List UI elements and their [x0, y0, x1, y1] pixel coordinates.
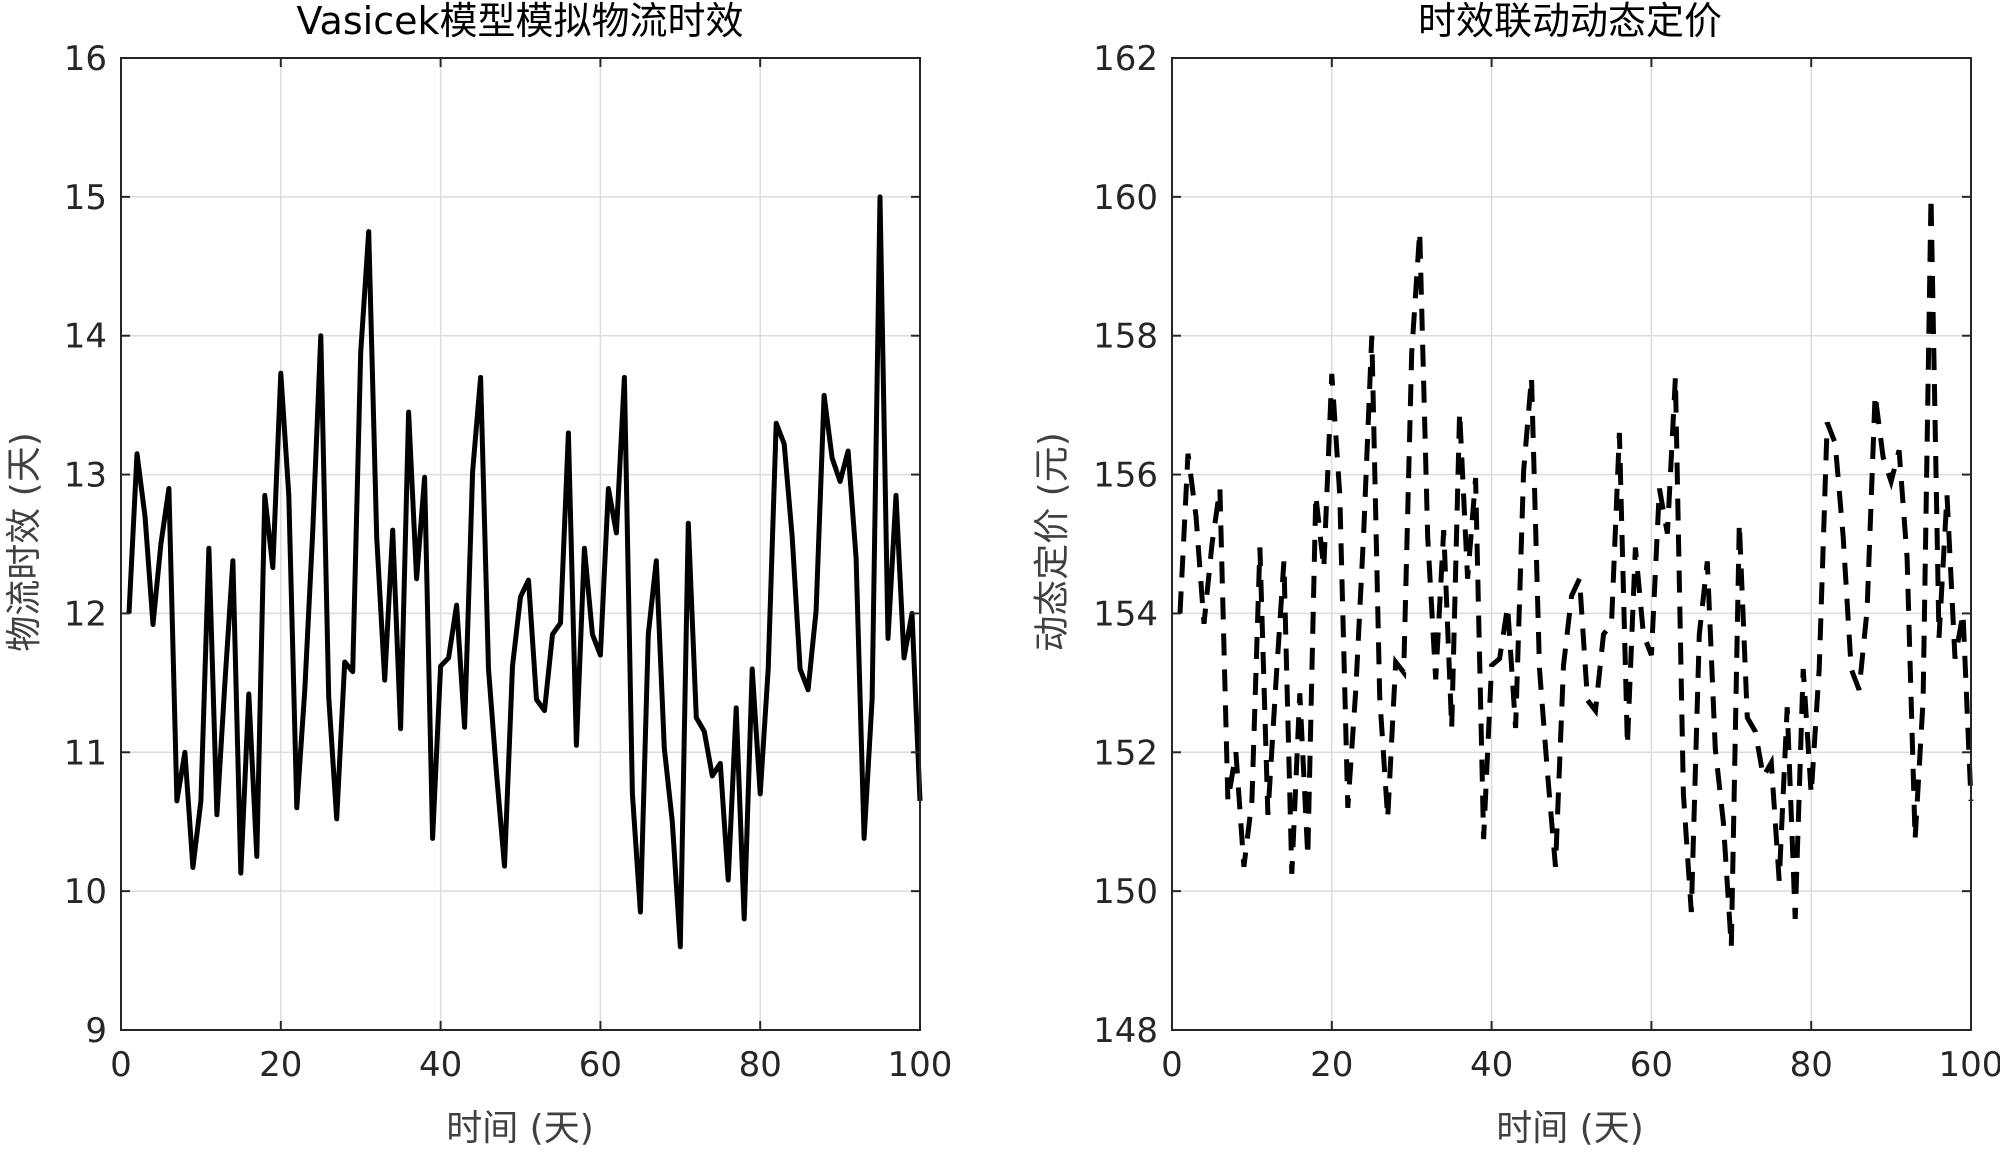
y-tick-label: 9 — [85, 1011, 107, 1051]
left-plot-area: 0 20 40 60 80 100 9 10 11 12 13 14 15 16 — [64, 39, 953, 1085]
right-panel: 时效联动动态定价 时间 (天) 动态定价 (元) 0 20 40 60 80 100 148… — [1032, 0, 2000, 1149]
x-tick-label: 100 — [888, 1045, 953, 1085]
x-tick-label: 60 — [579, 1045, 622, 1085]
left-x-axis-label: 时间 (天) — [446, 1108, 594, 1149]
y-tick-label: 14 — [64, 317, 107, 357]
x-tick-label: 0 — [1161, 1045, 1183, 1085]
right-y-axis-label: 动态定价 (元) — [1032, 432, 1073, 652]
y-tick-label: 162 — [1093, 39, 1158, 79]
x-tick-label: 40 — [1470, 1045, 1513, 1085]
x-tick-label: 80 — [739, 1045, 782, 1085]
x-tick-label: 40 — [419, 1045, 462, 1085]
axes-frame — [1171, 57, 1972, 1031]
y-tick-label: 156 — [1093, 456, 1158, 496]
y-tick-label: 15 — [64, 178, 107, 218]
y-tick-label: 11 — [64, 733, 107, 773]
y-tick-label: 150 — [1093, 872, 1158, 912]
series-line — [1177, 196, 1974, 947]
x-tick-label: 20 — [1310, 1045, 1353, 1085]
axes-frame — [120, 57, 921, 1031]
y-tick-label: 16 — [64, 39, 107, 79]
x-tick-label: 100 — [1939, 1045, 2000, 1085]
y-tick-label: 148 — [1093, 1011, 1158, 1051]
x-tick-label: 20 — [259, 1045, 302, 1085]
right-chart-title: 时效联动动态定价 — [1418, 0, 1722, 43]
x-tick-label: 60 — [1630, 1045, 1673, 1085]
y-tick-label: 152 — [1093, 733, 1158, 773]
right-x-axis-label: 时间 (天) — [1496, 1108, 1644, 1149]
left-chart-title: Vasicek模型模拟物流时效 — [297, 0, 744, 43]
series-line — [126, 194, 923, 950]
y-tick-label: 13 — [64, 456, 107, 496]
y-tick-label: 10 — [64, 872, 107, 912]
left-y-axis-label: 物流时效 (天) — [4, 432, 45, 652]
y-tick-label: 154 — [1093, 594, 1158, 634]
x-tick-label: 80 — [1790, 1045, 1833, 1085]
right-plot-area: 0 20 40 60 80 100 148 150 152 154 156 158 160 162 — [1093, 39, 2000, 1085]
x-tick-label: 0 — [110, 1045, 132, 1085]
y-tick-label: 12 — [64, 594, 107, 634]
y-tick-label: 158 — [1093, 317, 1158, 357]
y-tick-label: 160 — [1093, 178, 1158, 218]
left-panel: Vasicek模型模拟物流时效 时间 (天) 物流时效 (天) 0 20 40 60 8… — [4, 0, 952, 1149]
